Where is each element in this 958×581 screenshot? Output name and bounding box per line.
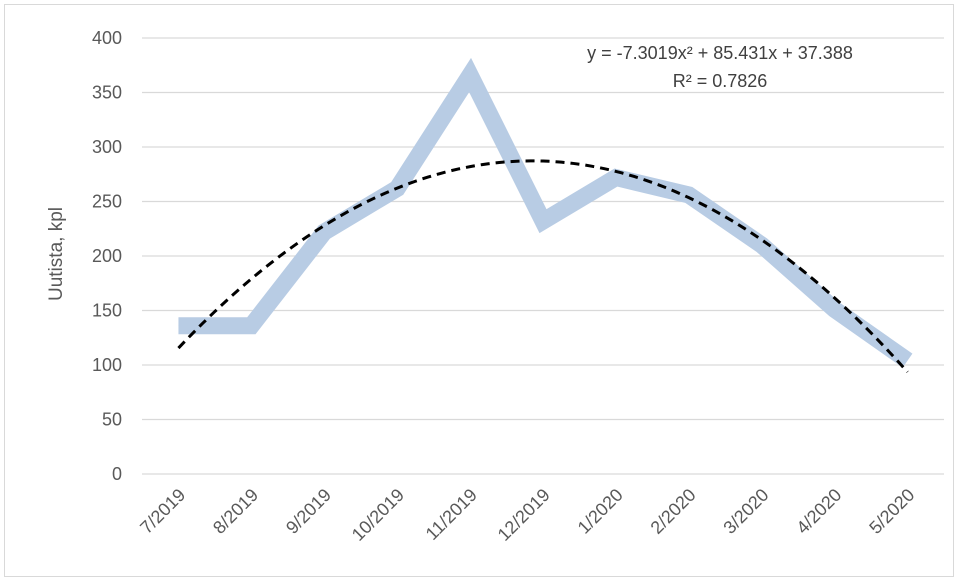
y-tick-label: 250 [92, 192, 122, 212]
x-tick-label: 10/2019 [348, 485, 408, 545]
x-tick-label: 2/2020 [647, 485, 700, 538]
y-axis-title: Uutista, kpl [46, 207, 67, 301]
x-tick-label: 7/2019 [136, 485, 189, 538]
trendline-layer [177, 159, 909, 373]
y-tick-label: 200 [92, 246, 122, 266]
x-tick-label: 4/2020 [792, 485, 845, 538]
x-tick-label: 5/2020 [865, 485, 918, 538]
x-tick-label: 12/2019 [494, 485, 554, 545]
y-tick-label: 300 [92, 137, 122, 157]
x-tick-label: 9/2019 [282, 485, 335, 538]
series-line [178, 57, 913, 368]
series-layer [178, 57, 913, 368]
y-tick-label: 50 [102, 410, 122, 430]
x-tick-label: 1/2020 [574, 485, 627, 538]
y-axis-ticks: 0 50 100 150 200 250 300 350 400 [92, 28, 122, 484]
x-axis-ticks: 7/2019 8/2019 9/2019 10/2019 11/2019 12/2019 1… [136, 485, 918, 545]
y-tick-label: 350 [92, 83, 122, 103]
x-tick-label: 8/2019 [209, 485, 262, 538]
trendline-equation: y = -7.3019x² + 85.431x + 37.388 [587, 43, 853, 63]
y-tick-label: 100 [92, 355, 122, 375]
trendline [177, 159, 909, 373]
gridlines [142, 37, 944, 475]
y-tick-label: 0 [112, 464, 122, 484]
x-tick-label: 11/2019 [422, 485, 481, 544]
y-tick-label: 400 [92, 28, 122, 48]
trendline-r-squared: R² = 0.7826 [673, 71, 768, 91]
y-tick-label: 150 [92, 301, 122, 321]
x-tick-label: 3/2020 [719, 485, 772, 538]
